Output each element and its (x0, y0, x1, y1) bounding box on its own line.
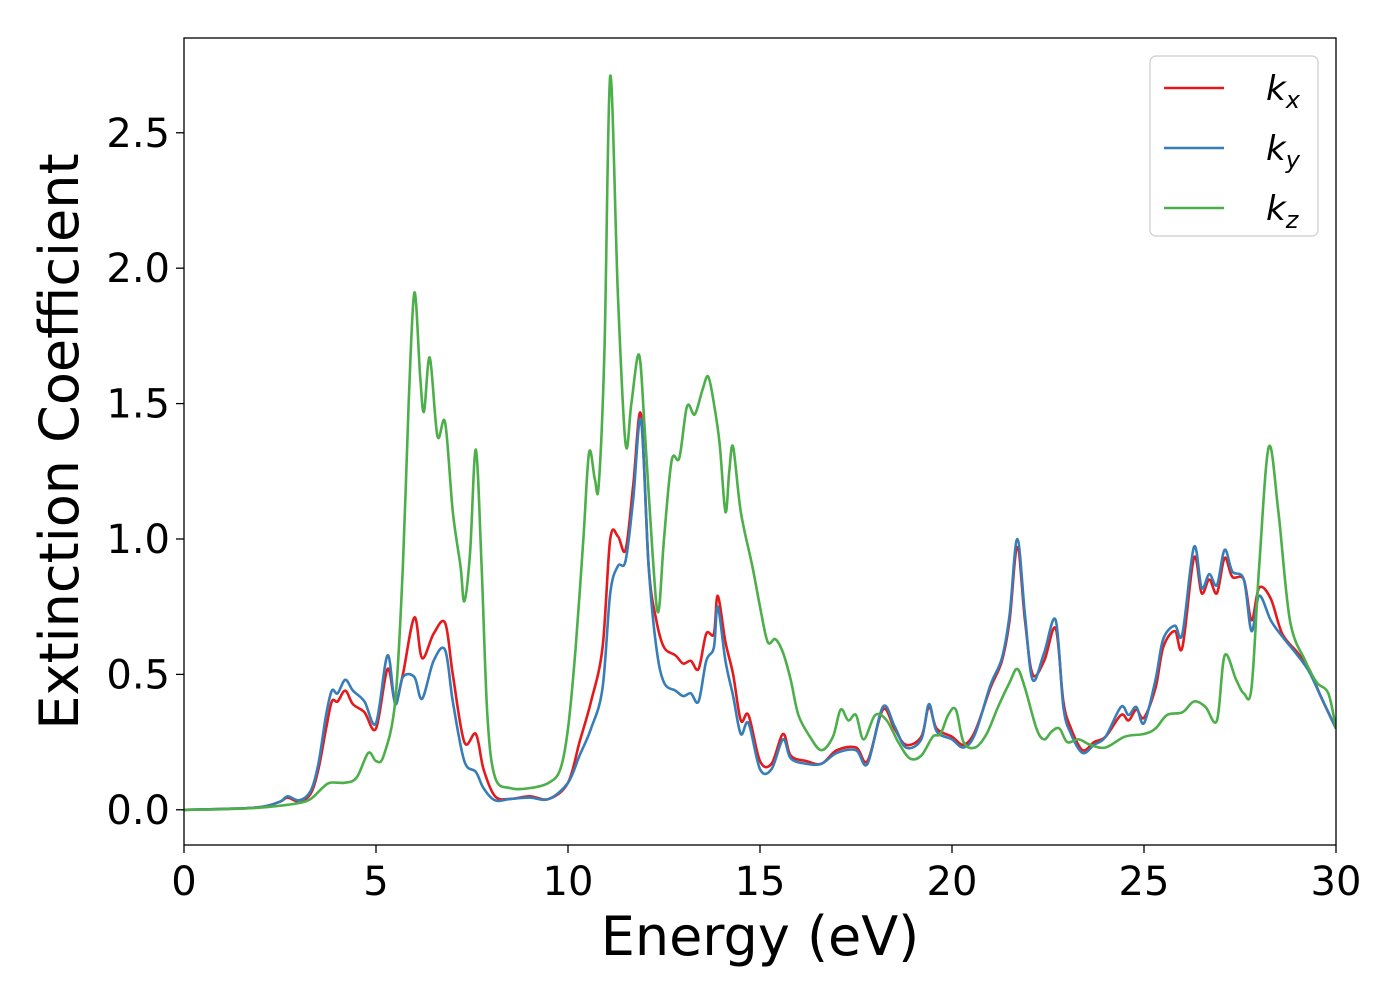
x-axis-ticks: 0 5 10 15 20 25 30 (171, 845, 1361, 905)
x-tick-label: 15 (735, 859, 786, 905)
x-tick-label: 20 (927, 859, 978, 905)
y-axis-ticks: 0.0 0.5 1.0 1.5 2.0 2.5 (106, 111, 184, 834)
y-tick-label: 1.0 (106, 517, 170, 563)
legend-label-x: kx (1266, 69, 1301, 114)
series-line-x (184, 411, 1336, 812)
y-axis-label: Extinction Coefficient (28, 153, 91, 729)
x-tick-label: 25 (1119, 859, 1170, 905)
x-tick-label: 0 (171, 859, 196, 905)
x-tick-label: 5 (363, 859, 388, 905)
y-tick-label: 0.5 (106, 652, 170, 698)
legend-box (1149, 55, 1319, 237)
legend: kx ky kz (1149, 55, 1319, 237)
legend-label-z: kz (1266, 189, 1300, 234)
series-line-y (184, 417, 1336, 812)
x-axis-label: Energy (eV) (601, 905, 920, 968)
y-tick-label: 2.5 (106, 111, 170, 157)
y-tick-label: 1.5 (106, 382, 170, 428)
x-tick-label: 30 (1311, 859, 1362, 905)
series-line-z (184, 74, 1336, 812)
legend-label-y: ky (1266, 129, 1301, 174)
y-tick-label: 2.0 (106, 246, 170, 292)
y-tick-label: 0.0 (106, 788, 170, 834)
series-lines (184, 74, 1336, 812)
x-tick-label: 10 (543, 859, 594, 905)
